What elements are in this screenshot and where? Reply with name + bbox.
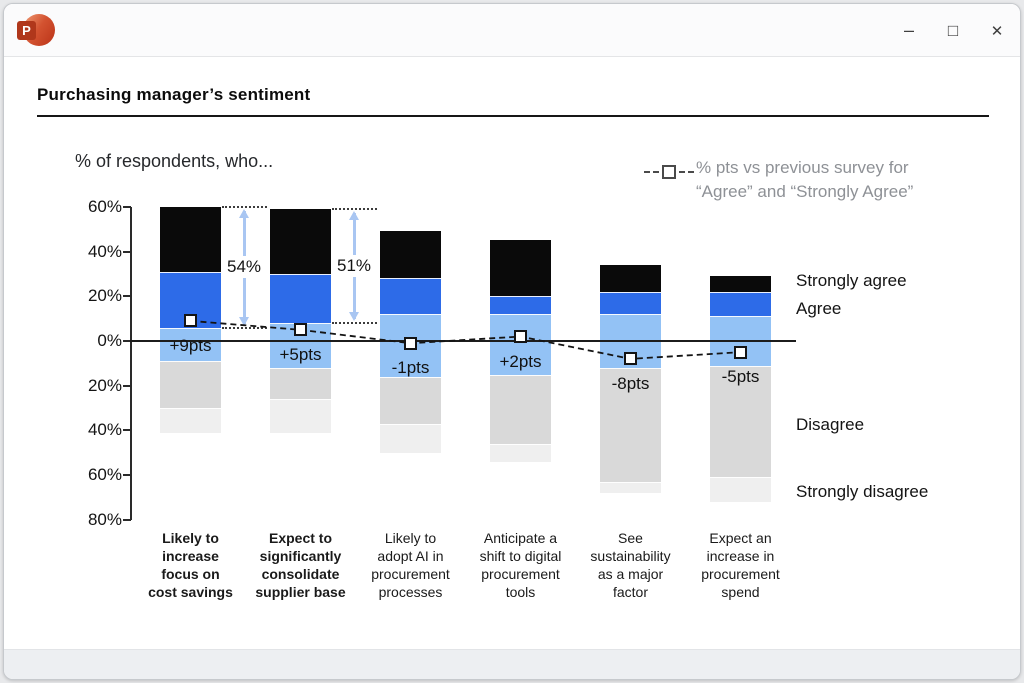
annotation-total-label: 51% [331, 255, 377, 278]
annotation-dotted-line [332, 322, 377, 325]
series-label-strongly-disagree: Strongly disagree [796, 482, 929, 501]
category-label: Likely to adopt AI in procurement proces… [371, 530, 450, 600]
slide-title: Purchasing manager’s sentiment [37, 85, 311, 104]
delta-marker [294, 323, 307, 337]
minimize-button[interactable]: – [903, 20, 914, 40]
arrow-down-icon [238, 316, 249, 326]
annotation-total-label: 54% [221, 256, 267, 279]
delta-pts-label: -5pts [721, 367, 760, 387]
bar-segment-strongly-disagree [160, 408, 221, 433]
arrow-up-icon [238, 208, 249, 218]
bar-segment-strongly-agree [490, 240, 551, 297]
bar-segment-disagree [380, 376, 441, 424]
delta-marker [184, 314, 197, 328]
annotation-dotted-line [222, 326, 267, 329]
dash-icon [653, 171, 659, 173]
close-button[interactable]: ✕ [990, 22, 1004, 40]
bar-segment-strongly-disagree [490, 443, 551, 462]
bar-segment-strongly-agree [270, 209, 331, 274]
bar-segment-disagree [270, 367, 331, 400]
arrow-up-icon [348, 211, 359, 221]
series-label-strongly-agree: Strongly agree [796, 271, 907, 290]
y-tick-mark [123, 295, 131, 298]
bar-segment-strongly-disagree [270, 399, 331, 433]
y-tick-label: 40% [87, 420, 122, 440]
y-tick-label: 0% [97, 331, 122, 350]
legend-delta-marker-icon [644, 165, 694, 179]
dash-icon [644, 171, 650, 173]
title-underline [37, 115, 989, 117]
bar-segment-strongly-agree [710, 276, 771, 292]
dash-icon [679, 171, 685, 173]
delta-pts-label: -8pts [611, 373, 650, 393]
bar-segment-disagree [600, 367, 661, 482]
delta-marker [514, 330, 527, 344]
category-label: Anticipate a shift to digital procuremen… [479, 530, 562, 600]
bar-segment-strongly-disagree [710, 477, 771, 502]
bar-segment-disagree [160, 361, 221, 409]
y-tick-label: 20% [87, 375, 122, 395]
app-window: P – □ ✕ Purchasing manager’s sentiment %… [3, 3, 1021, 680]
category-label: See sustainability as a major factor [590, 530, 671, 600]
bar-segment-agree [380, 278, 441, 315]
dash-icon [688, 171, 694, 173]
window-titlebar: P – □ ✕ [4, 4, 1020, 57]
arrow-down-icon [348, 312, 359, 322]
bar-segment-disagree [490, 374, 551, 444]
delta-pts-label: -1pts [391, 358, 430, 378]
delta-marker [404, 336, 417, 350]
y-tick-mark [123, 384, 131, 387]
bar-segment-agree [710, 291, 771, 317]
y-tick-mark [123, 518, 131, 521]
annotation-dotted-line [222, 205, 267, 208]
window-footer [4, 649, 1020, 679]
y-tick-mark [123, 250, 131, 253]
y-tick-mark [123, 340, 131, 342]
bar-segment-disagree [710, 365, 771, 478]
square-marker-icon [662, 165, 676, 179]
y-axis-spine [130, 206, 132, 520]
series-label-disagree: Disagree [796, 415, 865, 434]
powerpoint-icon-letter: P [17, 21, 36, 40]
bar-segment-strongly-disagree [600, 481, 661, 494]
bar-segment-agree [270, 273, 331, 324]
y-tick-label: 80% [87, 509, 122, 529]
y-tick-label: 20% [87, 286, 122, 306]
sentiment-chart: 60% 40% 20% 0% 20% 40% 60% 80% Likely to increas… [4, 4, 1020, 679]
chart-title: % of respondents, who... [75, 151, 274, 171]
bar-segment-strongly-agree [600, 264, 661, 292]
y-tick-label: 60% [87, 465, 122, 485]
bar-segment-agree [490, 296, 551, 315]
bar-segment-agree [600, 291, 661, 315]
y-tick-mark [123, 474, 131, 477]
delta-marker [624, 352, 637, 366]
legend-line-1: % pts vs previous survey for [696, 158, 909, 177]
y-tick-mark [123, 429, 131, 432]
annotation-dotted-line [332, 208, 377, 211]
delta-pts-label: +5pts [279, 344, 322, 364]
bar-segment-strongly-agree [160, 206, 221, 272]
category-label: Likely to increase focus on cost savings [148, 530, 233, 600]
y-tick-label: 60% [87, 196, 122, 216]
powerpoint-icon: P [17, 13, 55, 48]
delta-pts-label: +2pts [499, 351, 542, 371]
maximize-button[interactable]: □ [947, 20, 959, 40]
delta-marker [734, 345, 747, 359]
y-tick-label: 40% [87, 241, 122, 261]
series-label-agree: Agree [796, 299, 842, 318]
category-label: Expect to significantly consolidate supp… [255, 530, 346, 600]
bar-segment-strongly-agree [380, 231, 441, 279]
y-tick-mark [123, 205, 131, 208]
legend-text: % pts vs previous survey for “Agree” and… [696, 156, 986, 204]
delta-pts-label: +9pts [169, 335, 212, 355]
window-controls: – □ ✕ [900, 4, 1006, 57]
legend-line-2: “Agree” and “Strongly Agree” [696, 182, 914, 201]
category-label: Expect an increase in procurement spend [701, 530, 780, 600]
bar-segment-strongly-disagree [380, 423, 441, 453]
